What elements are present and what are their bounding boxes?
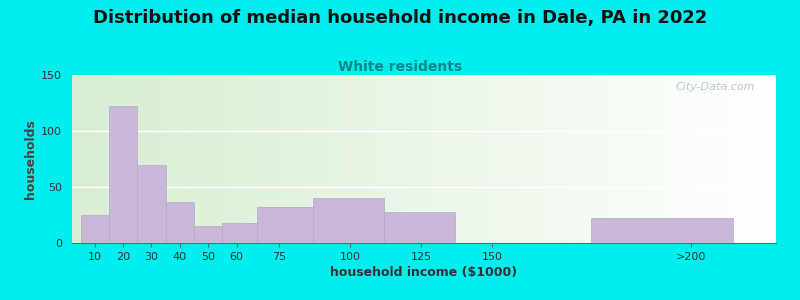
Bar [314,198,384,243]
X-axis label: household income ($1000): household income ($1000) [330,266,518,279]
Bar [257,207,314,243]
Text: Distribution of median household income in Dale, PA in 2022: Distribution of median household income … [93,9,707,27]
Text: White residents: White residents [338,60,462,74]
Bar [384,212,455,243]
Y-axis label: households: households [24,119,37,199]
Bar [194,226,222,243]
Bar [109,106,138,243]
Bar [166,202,194,243]
Bar [138,165,166,243]
Bar [591,218,734,243]
Bar [222,223,257,243]
Bar [81,215,109,243]
Text: City-Data.com: City-Data.com [675,82,755,92]
